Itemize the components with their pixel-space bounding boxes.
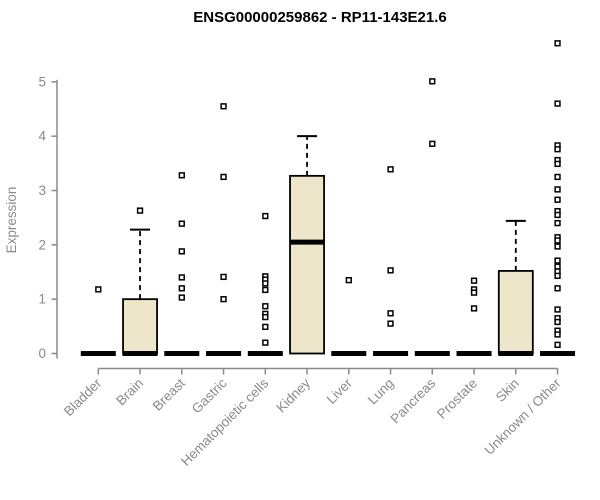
x-category-label: Unknown / Other	[481, 375, 564, 458]
y-axis-title: Expression	[4, 187, 19, 254]
outlier-point	[178, 172, 185, 179]
x-category-label: Breast	[150, 375, 188, 413]
outlier-point	[470, 289, 478, 296]
category-gastric	[206, 103, 242, 356]
x-category-label: Prostate	[434, 376, 480, 422]
category-breast	[164, 172, 200, 356]
outlier-point	[178, 294, 185, 301]
outlier-point	[554, 257, 561, 264]
category-prostate	[456, 277, 492, 356]
outlier-point	[554, 100, 561, 107]
x-category-label: Brain	[113, 376, 146, 409]
category-bladder	[80, 286, 116, 356]
outlier-point	[262, 323, 269, 331]
outlier-point	[554, 211, 561, 219]
outlier-point	[554, 219, 561, 227]
outlier-point	[429, 78, 436, 85]
outlier-point	[470, 305, 478, 312]
outlier-point	[262, 212, 269, 220]
outlier-point	[262, 303, 269, 310]
y-tick-label: 2	[38, 237, 46, 252]
y-tick-label: 4	[38, 129, 46, 144]
outlier-point	[429, 140, 436, 147]
outlier-point	[554, 160, 561, 168]
outlier-point	[554, 196, 561, 203]
outlier-point	[262, 280, 269, 287]
category-liver	[331, 277, 367, 356]
box	[122, 298, 158, 355]
category-pancreas	[414, 78, 450, 356]
outlier-point	[387, 320, 394, 327]
outlier-point	[554, 341, 561, 348]
x-category-label: Liver	[324, 375, 356, 407]
outlier-point	[220, 173, 227, 181]
outlier-point	[554, 237, 561, 244]
outlier-point	[387, 267, 394, 274]
outlier-point	[554, 331, 561, 338]
x-category-label: Lung	[365, 376, 397, 408]
outlier-point	[262, 339, 269, 346]
y-tick-label: 5	[38, 74, 46, 89]
outlier-point	[178, 274, 185, 281]
box	[289, 174, 325, 355]
outlier-point	[554, 243, 561, 250]
x-category-label: Kidney	[273, 375, 313, 415]
x-category-label: Bladder	[61, 375, 105, 419]
outlier-point	[470, 277, 478, 284]
outlier-point	[178, 285, 185, 292]
outlier-point	[136, 207, 144, 214]
outlier-point	[554, 263, 561, 270]
x-category-label: Skin	[493, 376, 522, 405]
outlier-point	[554, 318, 561, 326]
outlier-point	[220, 273, 227, 281]
chart-title: ENSG00000259862 - RP11-143E21.6	[193, 9, 447, 26]
outlier-point	[554, 40, 561, 47]
outlier-point	[554, 272, 561, 279]
y-tick-label: 1	[38, 292, 46, 307]
outlier-point	[554, 146, 561, 153]
outlier-point	[262, 313, 269, 321]
outlier-point	[554, 306, 561, 313]
category-unknown-other	[540, 40, 576, 356]
x-category-label: Pancreas	[387, 375, 438, 426]
y-tick-label: 3	[38, 183, 46, 198]
outlier-point	[554, 173, 561, 181]
outlier-point	[178, 248, 185, 255]
outlier-point	[554, 285, 561, 292]
outlier-point	[220, 103, 227, 110]
outlier-point	[554, 186, 561, 193]
category-brain	[122, 207, 158, 356]
category-hematopoietic-cells	[247, 212, 283, 356]
outlier-point	[345, 277, 352, 284]
outlier-point	[387, 166, 394, 173]
box	[497, 270, 534, 355]
category-kidney	[289, 135, 325, 355]
outlier-point	[220, 296, 227, 303]
category-skin	[497, 219, 534, 356]
category-lung	[373, 166, 409, 356]
x-category-label: Gastric	[189, 375, 230, 416]
outlier-point	[95, 286, 102, 293]
outlier-point	[262, 286, 269, 294]
outlier-point	[387, 310, 394, 317]
y-tick-label: 0	[38, 346, 46, 361]
outlier-point	[178, 220, 185, 227]
